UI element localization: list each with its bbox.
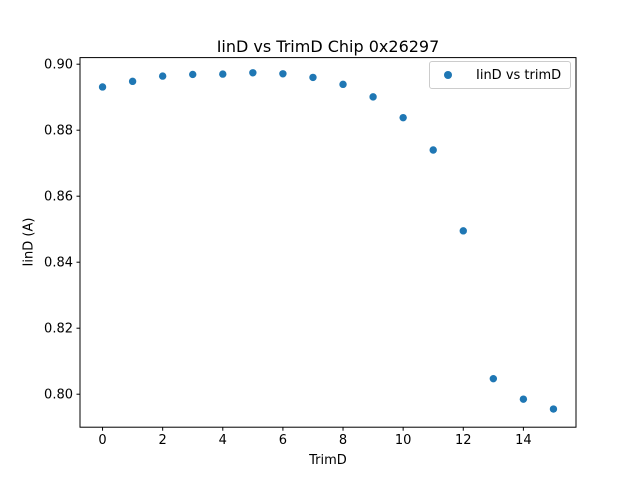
y-tick-label: 0.82 [44, 322, 73, 337]
scatter-point [399, 113, 407, 122]
scatter-point [369, 93, 377, 101]
scatter-point [249, 69, 257, 77]
chart-title: IinD vs TrimD Chip 0x26297 [216, 37, 440, 56]
scatter-point [339, 80, 347, 89]
scatter-point [489, 374, 498, 383]
x-tick-label: 10 [395, 433, 412, 448]
x-tick-label: 2 [159, 433, 167, 448]
legend-marker-icon [444, 71, 452, 79]
y-tick-label: 0.90 [44, 58, 73, 73]
y-tick-label: 0.88 [44, 124, 73, 139]
x-tick-label: 8 [339, 433, 347, 448]
x-tick-label: 0 [98, 433, 106, 448]
scatter-point [128, 77, 137, 86]
scatter-point [309, 73, 317, 82]
scatter-point [98, 83, 107, 91]
y-tick-label: 0.80 [44, 388, 73, 403]
scatter-point [189, 70, 197, 79]
x-tick-label: 4 [219, 433, 227, 448]
legend: IinD vs trimD [429, 61, 571, 89]
scatter-point [158, 72, 167, 80]
axes-frame [79, 57, 577, 428]
x-axis-label: TrimD [309, 453, 347, 468]
x-tick-label: 12 [455, 433, 472, 448]
scatter-point [219, 70, 227, 78]
scatter-point [519, 395, 528, 403]
scatter-point [549, 405, 558, 413]
scatter-point [429, 146, 437, 154]
scatter-point [279, 70, 287, 78]
y-tick-label: 0.84 [44, 256, 73, 271]
scatter-point [459, 227, 467, 235]
y-axis-label: IinD (A) [21, 217, 37, 267]
legend-label: IinD vs trimD [476, 67, 562, 83]
y-tick-label: 0.86 [44, 190, 73, 205]
x-tick-label: 14 [515, 433, 532, 448]
x-tick-label: 6 [279, 433, 287, 448]
